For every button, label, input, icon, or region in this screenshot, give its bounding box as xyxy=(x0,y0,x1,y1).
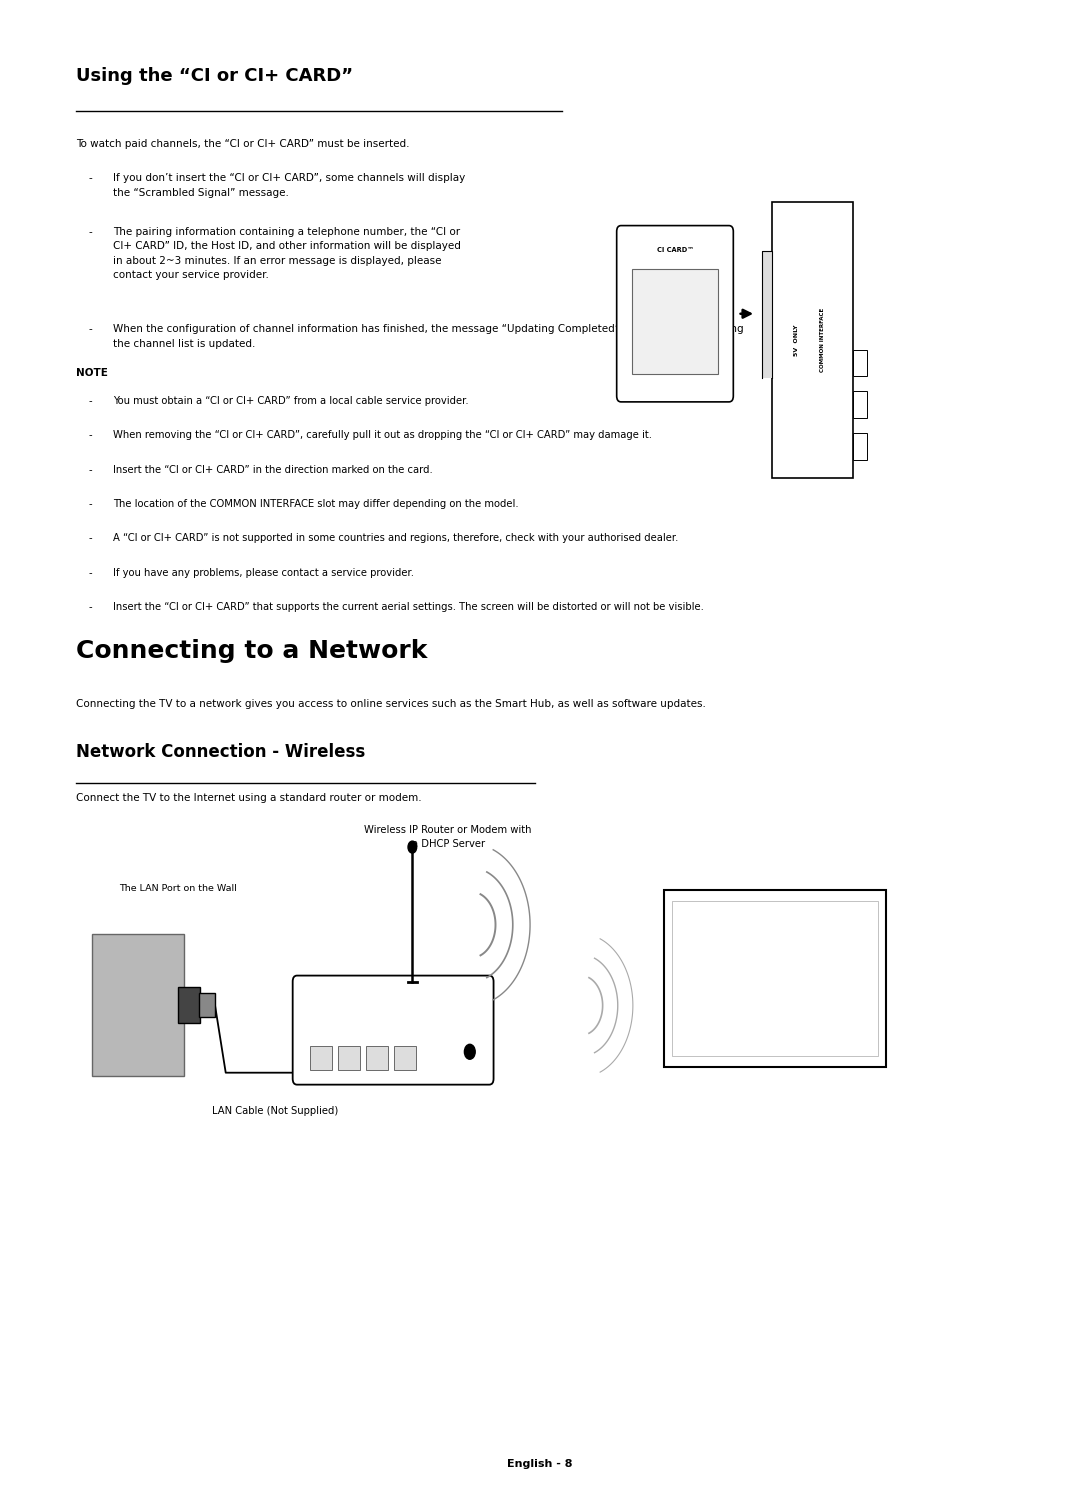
Bar xyxy=(310,1046,332,1070)
Text: Using the “CI or CI+ CARD”: Using the “CI or CI+ CARD” xyxy=(76,67,353,85)
Bar xyxy=(178,986,200,1022)
Text: Connect the TV to the Internet using a standard router or modem.: Connect the TV to the Internet using a s… xyxy=(76,793,421,804)
Text: If you don’t insert the “CI or CI+ CARD”, some channels will display
the “Scramb: If you don’t insert the “CI or CI+ CARD”… xyxy=(113,173,465,197)
Text: Insert the “CI or CI+ CARD” that supports the current aerial settings. The scree: Insert the “CI or CI+ CARD” that support… xyxy=(113,602,704,613)
Text: To watch paid channels, the “CI or CI+ CARD” must be inserted.: To watch paid channels, the “CI or CI+ C… xyxy=(76,139,409,149)
Bar xyxy=(366,1046,388,1070)
Text: 5V  ONLY: 5V ONLY xyxy=(794,324,799,356)
Bar xyxy=(772,202,853,478)
Bar xyxy=(853,433,867,460)
Text: English - 8: English - 8 xyxy=(508,1460,572,1469)
Text: LAN Cable (Not Supplied): LAN Cable (Not Supplied) xyxy=(213,1106,338,1116)
Bar xyxy=(92,934,184,1076)
FancyBboxPatch shape xyxy=(293,976,494,1085)
Text: When the configuration of channel information has finished, the message “Updatin: When the configuration of channel inform… xyxy=(113,324,744,348)
Circle shape xyxy=(464,1044,475,1059)
Text: If you have any problems, please contact a service provider.: If you have any problems, please contact… xyxy=(113,568,415,578)
Text: The LAN Port on the Wall: The LAN Port on the Wall xyxy=(119,884,238,893)
Text: CI CARD™: CI CARD™ xyxy=(657,247,693,252)
Bar xyxy=(672,901,878,1056)
Bar xyxy=(853,391,867,418)
Text: -: - xyxy=(89,465,92,475)
Text: Connecting to a Network: Connecting to a Network xyxy=(76,639,427,663)
Text: -: - xyxy=(89,227,92,238)
Text: -: - xyxy=(89,499,92,509)
Text: A “CI or CI+ CARD” is not supported in some countries and regions, therefore, ch: A “CI or CI+ CARD” is not supported in s… xyxy=(113,533,678,544)
FancyBboxPatch shape xyxy=(617,226,733,402)
Text: COMMON INTERFACE: COMMON INTERFACE xyxy=(820,308,825,372)
Text: NOTE: NOTE xyxy=(76,368,108,378)
Text: -: - xyxy=(89,568,92,578)
Bar xyxy=(199,992,215,1016)
Text: Connecting the TV to a network gives you access to online services such as the S: Connecting the TV to a network gives you… xyxy=(76,699,705,710)
Bar xyxy=(664,890,886,1067)
Text: -: - xyxy=(89,324,92,335)
Text: -: - xyxy=(89,173,92,184)
Text: -: - xyxy=(89,430,92,441)
Bar xyxy=(762,251,773,378)
Text: -: - xyxy=(89,396,92,406)
Bar xyxy=(853,350,867,376)
Text: Insert the “CI or CI+ CARD” in the direction marked on the card.: Insert the “CI or CI+ CARD” in the direc… xyxy=(113,465,433,475)
Bar xyxy=(338,1046,360,1070)
Circle shape xyxy=(408,841,417,853)
Text: When removing the “CI or CI+ CARD”, carefully pull it out as dropping the “CI or: When removing the “CI or CI+ CARD”, care… xyxy=(113,430,652,441)
Bar xyxy=(632,269,718,374)
Text: Wireless IP Router or Modem with
a DHCP Server: Wireless IP Router or Modem with a DHCP … xyxy=(364,825,532,849)
Text: The pairing information containing a telephone number, the “CI or
CI+ CARD” ID, : The pairing information containing a tel… xyxy=(113,227,461,281)
Text: -: - xyxy=(89,533,92,544)
Text: Network Connection - Wireless: Network Connection - Wireless xyxy=(76,743,365,760)
Text: -: - xyxy=(89,602,92,613)
Bar xyxy=(394,1046,416,1070)
Text: You must obtain a “CI or CI+ CARD” from a local cable service provider.: You must obtain a “CI or CI+ CARD” from … xyxy=(113,396,469,406)
Text: The location of the COMMON INTERFACE slot may differ depending on the model.: The location of the COMMON INTERFACE slo… xyxy=(113,499,519,509)
